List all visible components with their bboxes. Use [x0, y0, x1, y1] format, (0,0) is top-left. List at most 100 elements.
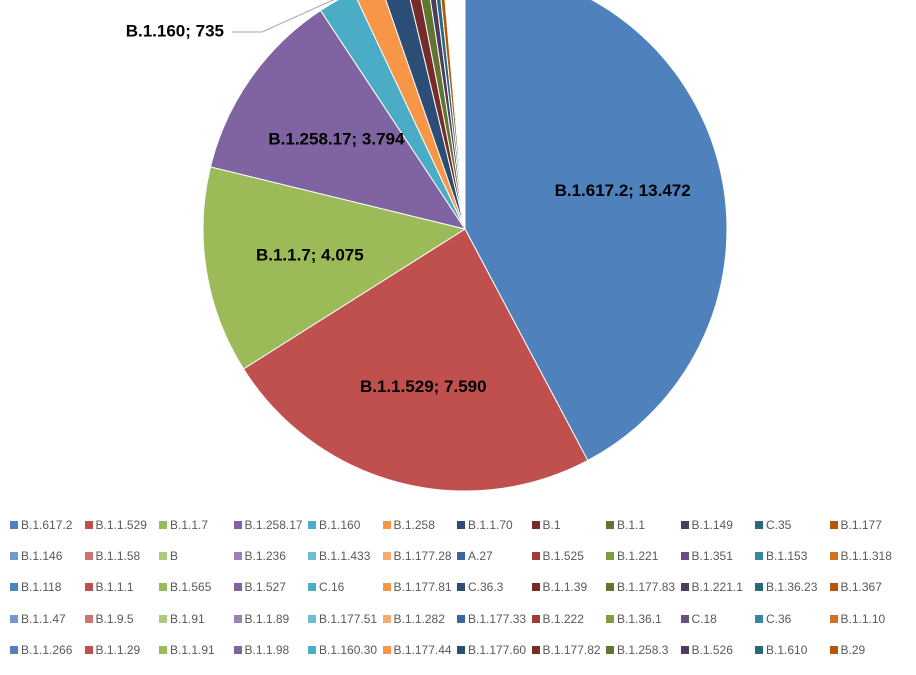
legend-swatch — [531, 583, 540, 592]
legend-label: B.1.1.70 — [468, 518, 513, 532]
legend-label: B.1.1.29 — [95, 642, 141, 657]
legend-swatch — [606, 552, 614, 561]
legend-item: B — [159, 549, 178, 563]
legend-label: B.1.617.2 — [21, 518, 73, 532]
legend-swatch — [10, 614, 18, 623]
legend-swatch — [159, 521, 167, 529]
legend-swatch — [308, 614, 316, 623]
legend-item: B.1.91 — [159, 612, 205, 626]
legend-item: A.27 — [457, 549, 493, 563]
legend-label: C.18 — [691, 611, 717, 626]
legend-item: B.1.221 — [606, 549, 658, 563]
legend-label: B.1.221.1 — [691, 580, 743, 595]
legend-item: B.1.565 — [159, 580, 211, 594]
legend-label: B.1.1.1 — [95, 580, 134, 595]
legend-swatch — [680, 583, 689, 592]
legend-label: B.1.258 — [393, 518, 435, 532]
legend-item: B.1.177.44 — [382, 642, 452, 657]
legend-label: C.36.3 — [468, 580, 504, 595]
legend-label: B.1.160 — [319, 518, 361, 532]
legend-swatch — [382, 521, 391, 529]
legend-swatch — [382, 614, 391, 623]
legend-item: B.1.177 — [829, 518, 882, 532]
legend-swatch — [680, 614, 689, 623]
legend-item: B.1.258.17 — [233, 518, 303, 532]
legend-item: B.1.221.1 — [680, 580, 743, 595]
legend-item: B.1.1.318 — [829, 549, 892, 563]
legend-item: B.1.1.47 — [10, 612, 66, 626]
legend-swatch — [10, 645, 18, 654]
legend-swatch — [233, 614, 242, 623]
legend-item: B.1.1.10 — [829, 611, 886, 626]
legend-swatch — [531, 614, 540, 623]
legend-item: B.1.146 — [10, 549, 62, 563]
legend-label: B.1.160.30 — [319, 642, 378, 657]
legend-item: B.1.118 — [10, 580, 61, 594]
legend-item: B.1.1 — [606, 518, 645, 532]
legend-swatch — [755, 521, 763, 529]
legend-item: B.29 — [829, 643, 865, 657]
slice-label: B.1.160; 735 — [126, 21, 224, 40]
legend-label: B.1.565 — [170, 580, 212, 595]
legend-label: B.1.177 — [840, 518, 882, 532]
legend-label: B.1.610 — [766, 642, 808, 657]
legend-item: B.1.610 — [755, 643, 807, 657]
legend-item: B.1.160.30 — [308, 643, 377, 657]
legend-swatch — [159, 614, 167, 623]
legend-item: B.1.149 — [680, 518, 733, 532]
legend-label: B.1.525 — [542, 549, 584, 564]
legend-item: B.1.177.83 — [606, 580, 675, 594]
legend-swatch — [233, 521, 242, 529]
legend-swatch — [606, 583, 614, 592]
legend-label: B.1.36.23 — [766, 580, 818, 595]
legend-swatch — [606, 521, 614, 529]
legend-label: B.1.1.10 — [840, 611, 886, 626]
legend-item: B.1.1.266 — [10, 643, 72, 657]
legend-item: B.1.526 — [680, 643, 733, 657]
legend-label: B.1.9.5 — [95, 611, 134, 626]
legend-swatch — [755, 645, 763, 654]
legend-item: B.1.1.529 — [84, 518, 147, 532]
legend-item: B.1.177.81 — [382, 580, 452, 594]
slice-label: B.1.258.17; 3.794 — [268, 130, 405, 149]
legend-item: B.1.1.433 — [308, 549, 370, 563]
legend-swatch — [829, 583, 838, 592]
legend-swatch — [531, 552, 540, 561]
legend-item: B.1.1.7 — [159, 518, 208, 532]
legend-swatch — [233, 552, 242, 561]
legend-swatch — [829, 521, 838, 529]
legend-label: B.1.1.91 — [170, 642, 215, 657]
pie-slice-B-1-149 — [429, 0, 466, 230]
legend-item: C.18 — [680, 611, 717, 626]
legend-swatch — [10, 552, 18, 561]
legend-label: B.1.177.60 — [468, 642, 527, 657]
legend-label: B.1.177.44 — [393, 642, 452, 657]
legend-swatch — [84, 521, 93, 529]
legend-item: B.1.1.29 — [84, 642, 141, 657]
legend-swatch — [457, 583, 465, 592]
legend-item: B.1.177.60 — [457, 643, 526, 657]
legend-label: B.1 — [542, 518, 561, 532]
legend-swatch — [84, 614, 93, 623]
legend-item: B.1.36.23 — [755, 580, 817, 594]
legend-label: B.1.177.33 — [468, 611, 527, 626]
legend-swatch — [829, 552, 838, 561]
legend-label: A.27 — [468, 549, 493, 564]
pie-slice-B-1-617-2 — [464, 0, 728, 462]
legend-swatch — [159, 583, 167, 592]
legend-swatch — [755, 552, 763, 561]
legend-item: B.1.1.39 — [531, 580, 587, 594]
legend-label: B.1.258.17 — [244, 518, 303, 532]
legend-label: B.1.118 — [21, 580, 62, 595]
legend-label: B.1.177.28 — [393, 549, 452, 564]
pie-slice-B-1-160 — [319, 0, 466, 230]
legend-label: B.1.1.7 — [170, 518, 209, 532]
legend-item: B.1.1.91 — [159, 643, 215, 657]
legend-item: B.1.525 — [531, 549, 584, 564]
slice-label: B.1.1.529; 7.590 — [360, 377, 487, 396]
legend-swatch — [382, 645, 391, 654]
legend-swatch — [457, 645, 465, 654]
legend-swatch — [10, 583, 18, 592]
legend-item: C.35 — [755, 518, 791, 532]
leader-line — [232, 0, 335, 33]
